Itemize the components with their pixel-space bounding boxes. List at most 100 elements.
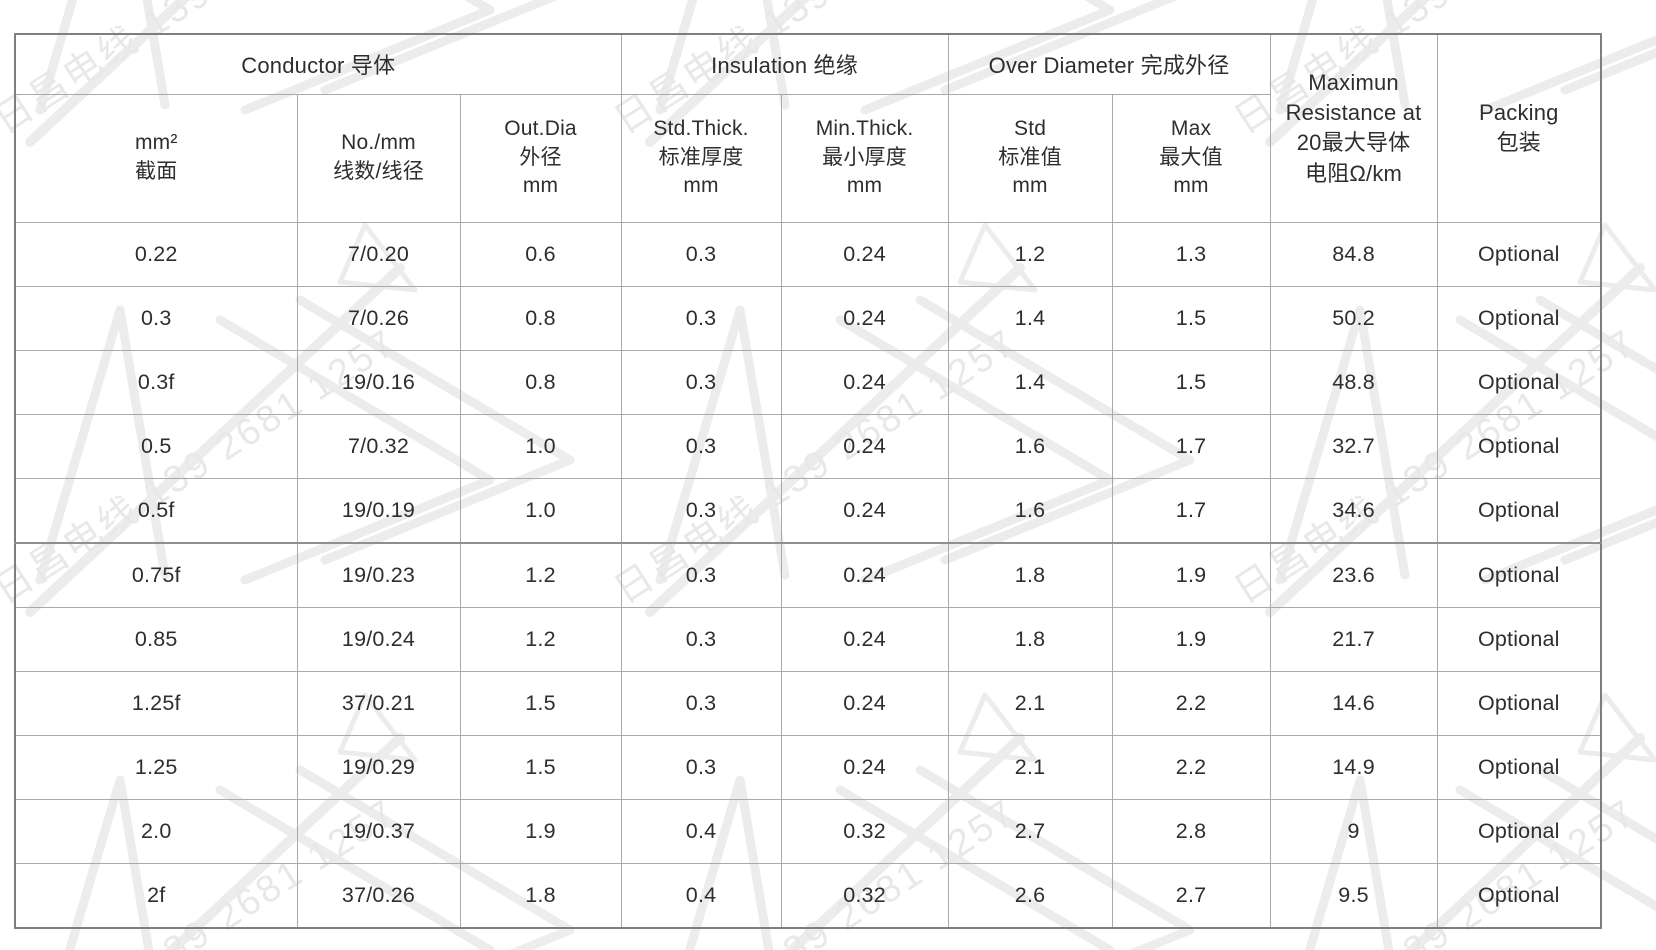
table-cell: 0.3	[620, 477, 782, 544]
table-cell: 2.7	[1111, 862, 1271, 928]
table-cell: 2.6	[947, 862, 1113, 928]
table-cell: 2.8	[1111, 798, 1271, 864]
table-cell: 19/0.37	[296, 798, 461, 864]
table-cell: 0.24	[780, 413, 949, 479]
table-cell: 1.0	[459, 477, 622, 544]
table-cell: 9.5	[1269, 862, 1438, 928]
table-cell: 14.9	[1269, 734, 1438, 800]
table-cell: 0.75f	[14, 542, 298, 608]
table-cell: 2f	[14, 862, 298, 928]
table-cell: 23.6	[1269, 542, 1438, 608]
table-cell: 1.25	[14, 734, 298, 800]
table-cell: 37/0.26	[296, 862, 461, 928]
table-cell: 1.9	[1111, 542, 1271, 608]
header-group-over-diameter: Over Diameter 完成外径	[947, 33, 1271, 95]
spec-table: Conductor 导体 Insulation 绝缘 Over Diameter…	[14, 33, 1603, 929]
table-cell: 1.9	[1111, 606, 1271, 672]
table-row: 0.5 7/0.32 1.0 0.3 0.24 1.6 1.7 32.7 Optional	[14, 413, 1602, 479]
table-cell: 2.1	[947, 670, 1113, 736]
table-cell: 0.5f	[14, 477, 298, 544]
col-header-mm2: mm² 截面	[14, 93, 298, 223]
table-cell: 1.6	[947, 477, 1113, 544]
table-cell: 0.3f	[14, 349, 298, 415]
table-cell: 1.2	[459, 542, 622, 608]
col-header-max-resistance: Maximun Resistance at 20最大导体 电阻Ω/km	[1269, 33, 1438, 223]
table-cell: 0.4	[620, 862, 782, 928]
table-cell: 0.24	[780, 285, 949, 351]
table-cell: Optional	[1436, 477, 1602, 544]
table-cell: 84.8	[1269, 221, 1438, 287]
table-cell: 0.3	[620, 606, 782, 672]
col-header-std-thick: Std.Thick. 标准厚度 mm	[620, 93, 782, 223]
table-cell: 34.6	[1269, 477, 1438, 544]
table-row: 0.3 7/0.26 0.8 0.3 0.24 1.4 1.5 50.2 Optional	[14, 285, 1602, 351]
table-row: 0.75f 19/0.23 1.2 0.3 0.24 1.8 1.9 23.6 Optional	[14, 542, 1602, 608]
table-cell: 2.1	[947, 734, 1113, 800]
table-body: 0.22 7/0.20 0.6 0.3 0.24 1.2 1.3 84.8 Optional 0.…	[14, 221, 1602, 928]
table-cell: Optional	[1436, 734, 1602, 800]
table-cell: Optional	[1436, 349, 1602, 415]
table-cell: 19/0.16	[296, 349, 461, 415]
col-header-std: Std 标准值 mm	[947, 93, 1113, 223]
table-row: 0.85 19/0.24 1.2 0.3 0.24 1.8 1.9 21.7 Optional	[14, 606, 1602, 672]
table-cell: 1.5	[459, 670, 622, 736]
table-header: Conductor 导体 Insulation 绝缘 Over Diameter…	[14, 33, 1602, 223]
table-cell: Optional	[1436, 862, 1602, 928]
table-cell: 0.24	[780, 606, 949, 672]
table-cell: 1.4	[947, 349, 1113, 415]
table-cell: 0.85	[14, 606, 298, 672]
table-cell: Optional	[1436, 670, 1602, 736]
table-cell: 0.4	[620, 798, 782, 864]
table-cell: 0.3	[14, 285, 298, 351]
table-cell: 0.8	[459, 285, 622, 351]
table-cell: 0.5	[14, 413, 298, 479]
table-cell: 2.7	[947, 798, 1113, 864]
table-cell: 1.2	[947, 221, 1113, 287]
table-cell: 1.4	[947, 285, 1113, 351]
table-cell: 1.8	[947, 606, 1113, 672]
table-cell: Optional	[1436, 542, 1602, 608]
header-group-conductor: Conductor 导体	[14, 33, 622, 95]
table-cell: 0.6	[459, 221, 622, 287]
table-cell: 1.5	[459, 734, 622, 800]
table-cell: 0.3	[620, 670, 782, 736]
table-cell: 1.5	[1111, 285, 1271, 351]
col-header-max: Max 最大值 mm	[1111, 93, 1271, 223]
table-cell: Optional	[1436, 221, 1602, 287]
col-header-no-mm: No./mm 线数/线径	[296, 93, 461, 223]
table-cell: 1.3	[1111, 221, 1271, 287]
table-cell: 0.3	[620, 349, 782, 415]
table-cell: 1.6	[947, 413, 1113, 479]
table-cell: 1.5	[1111, 349, 1271, 415]
table-cell: 19/0.23	[296, 542, 461, 608]
table-cell: 2.0	[14, 798, 298, 864]
table-cell: 50.2	[1269, 285, 1438, 351]
table-cell: 0.24	[780, 734, 949, 800]
header-group-insulation: Insulation 绝缘	[620, 33, 949, 95]
table-row: 0.3f 19/0.16 0.8 0.3 0.24 1.4 1.5 48.8 Optional	[14, 349, 1602, 415]
table-cell: 0.3	[620, 734, 782, 800]
table-cell: 1.2	[459, 606, 622, 672]
table-cell: 0.22	[14, 221, 298, 287]
table-cell: 0.24	[780, 670, 949, 736]
table-row: 0.5f 19/0.19 1.0 0.3 0.24 1.6 1.7 34.6 Optional	[14, 477, 1602, 544]
header-group-row: Conductor 导体 Insulation 绝缘 Over Diameter…	[14, 33, 1602, 223]
table-cell: 19/0.24	[296, 606, 461, 672]
col-header-out-dia: Out.Dia 外径 mm	[459, 93, 622, 223]
table-cell: 2.2	[1111, 734, 1271, 800]
table-cell: 0.3	[620, 221, 782, 287]
table-cell: 48.8	[1269, 349, 1438, 415]
table-cell: Optional	[1436, 285, 1602, 351]
table-row: 1.25 19/0.29 1.5 0.3 0.24 2.1 2.2 14.9 Optional	[14, 734, 1602, 800]
table-row: 2.0 19/0.37 1.9 0.4 0.32 2.7 2.8 9 Optional	[14, 798, 1602, 864]
table-cell: 1.9	[459, 798, 622, 864]
table-cell: 1.7	[1111, 413, 1271, 479]
table-cell: 32.7	[1269, 413, 1438, 479]
table-cell: 0.24	[780, 477, 949, 544]
table-cell: Optional	[1436, 798, 1602, 864]
table-cell: Optional	[1436, 606, 1602, 672]
table-cell: 0.3	[620, 285, 782, 351]
col-header-packing: Packing 包装	[1436, 33, 1602, 223]
table-cell: 7/0.20	[296, 221, 461, 287]
table-cell: 14.6	[1269, 670, 1438, 736]
